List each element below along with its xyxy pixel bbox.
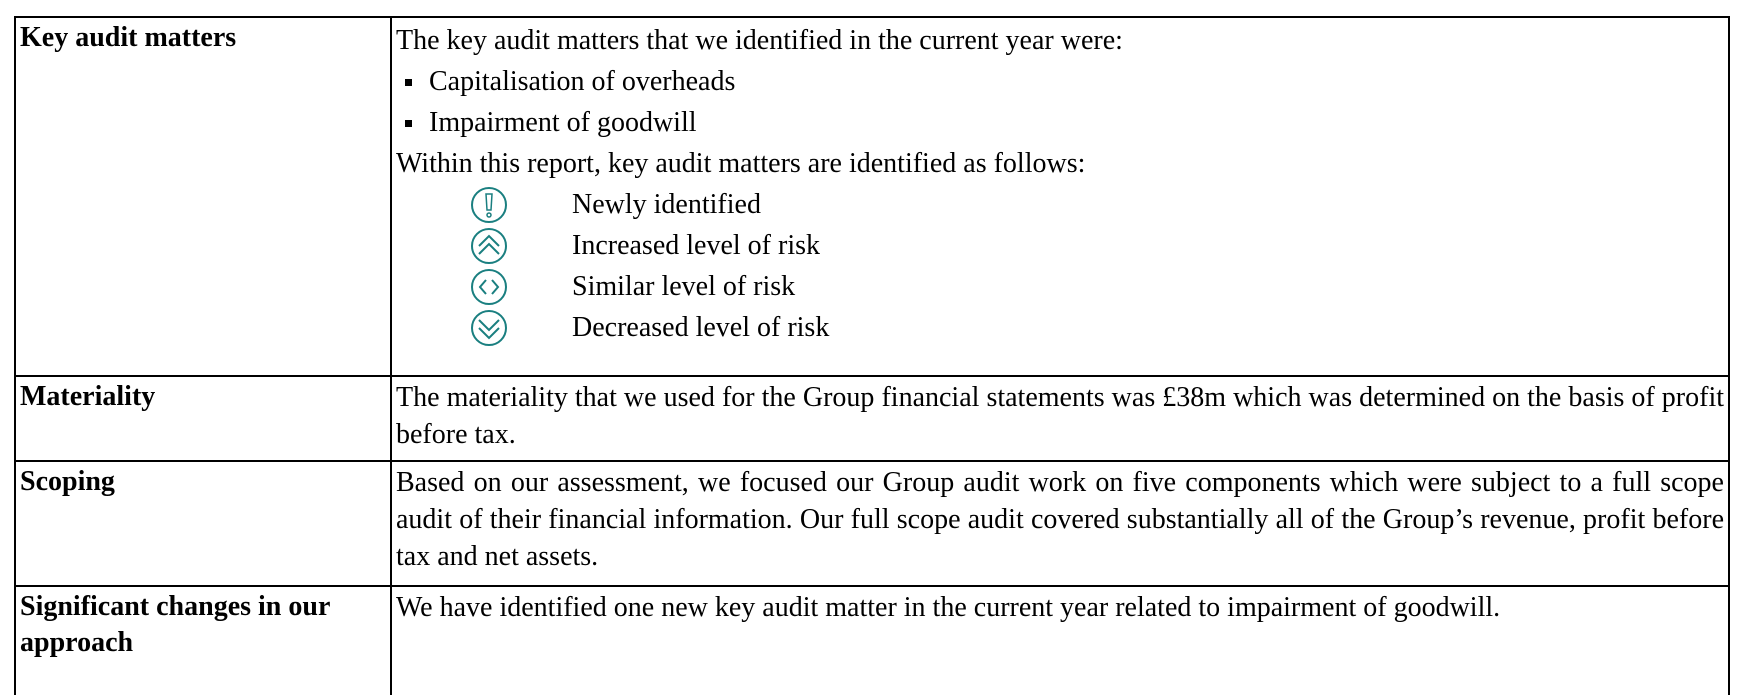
- legend-text: Similar level of risk: [572, 271, 796, 302]
- row-content: The materiality that we used for the Gro…: [390, 375, 1730, 462]
- legend-item: Increased level of risk: [396, 225, 1724, 266]
- row-content: The key audit matters that we identified…: [390, 16, 1730, 377]
- row-content: Based on our assessment, we focused our …: [390, 460, 1730, 587]
- legend-item: Decreased level of risk: [396, 307, 1724, 348]
- audit-summary-table: Key audit matters The key audit matters …: [14, 16, 1730, 695]
- legend-text: Decreased level of risk: [572, 312, 830, 343]
- legend-item: Newly identified: [396, 184, 1724, 225]
- paragraph: The key audit matters that we identified…: [396, 25, 1123, 56]
- legend-text: Newly identified: [572, 189, 761, 220]
- row-label: Significant changes in our approach: [14, 585, 392, 695]
- row: Scoping Based on our assessment, we focu…: [14, 460, 1730, 587]
- legend-item: Similar level of risk: [396, 266, 1724, 307]
- paragraph: Within this report, key audit matters ar…: [396, 148, 1086, 179]
- row: Significant changes in our approach We h…: [14, 585, 1730, 695]
- row-label: Key audit matters: [14, 16, 392, 377]
- row-label: Scoping: [14, 460, 392, 587]
- icon-similar: [471, 269, 507, 305]
- icon-increased: [471, 228, 507, 264]
- legend-text: Increased level of risk: [572, 230, 820, 261]
- bullet: Impairment of goodwill: [396, 102, 1724, 143]
- bullet: Capitalisation of overheads: [396, 61, 1724, 102]
- icon-new: [471, 187, 507, 223]
- row-content: We have identified one new key audit mat…: [390, 585, 1730, 695]
- icon-decreased: [471, 310, 507, 346]
- row-label: Materiality: [14, 375, 392, 462]
- row: Key audit matters The key audit matters …: [14, 16, 1730, 377]
- row: Materiality The materiality that we used…: [14, 375, 1730, 462]
